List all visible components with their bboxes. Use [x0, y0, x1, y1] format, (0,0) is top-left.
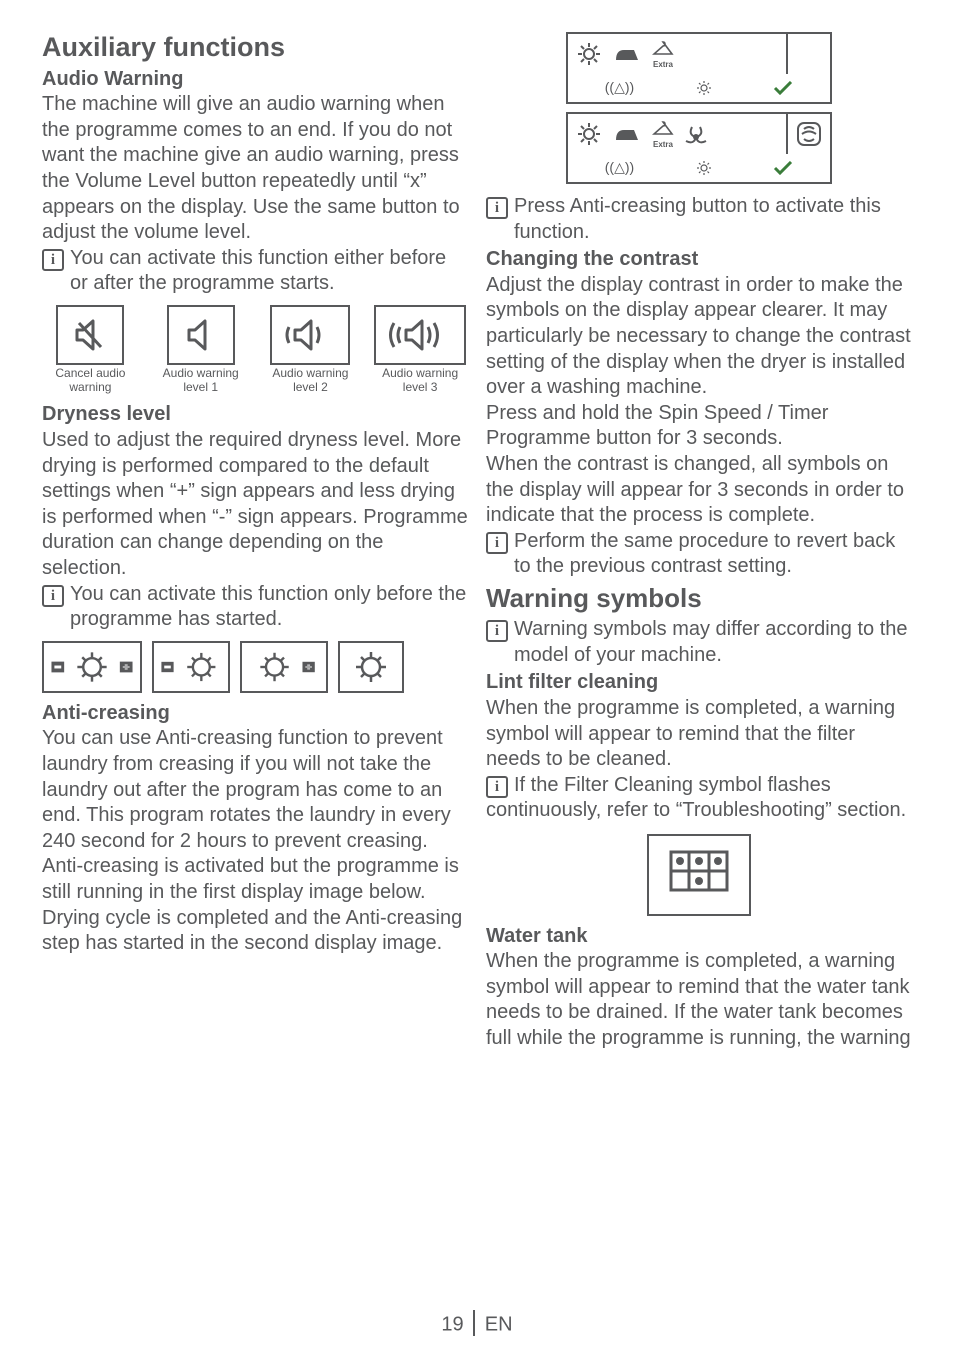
warning-symbols-heading: Warning symbols [486, 582, 912, 615]
iron-icon [612, 124, 642, 144]
extra-label: Extra [652, 141, 674, 149]
audio-level-icons: Cancel audio warning Audio warning level… [42, 305, 468, 395]
contrast-heading: Changing the contrast [486, 247, 912, 273]
dryness-minus-icon [152, 641, 230, 693]
cancel-audio-icon [56, 305, 124, 365]
audio-warning-note: You can activate this function either be… [70, 246, 468, 297]
extra-label: Extra [652, 61, 674, 69]
page-footer: 19 EN [0, 1312, 954, 1338]
contrast-note: Perform the same procedure to revert bac… [514, 529, 912, 580]
warning-symbols-note: Warning symbols may differ according to … [514, 617, 912, 668]
lint-filter-symbol [647, 834, 751, 916]
lint-heading: Lint filter cleaning [486, 670, 912, 696]
dryness-note: You can activate this function only befo… [70, 582, 468, 633]
hanger-icon [652, 119, 674, 137]
contrast-text-3: When the contrast is changed, all symbol… [486, 452, 912, 529]
audio-level3-icon [374, 305, 466, 365]
display-panels: Extra ((△)) [486, 32, 912, 184]
fan-icon [684, 121, 708, 147]
audio-level1-icon [167, 305, 235, 365]
info-icon: i [486, 776, 508, 798]
dryness-icons [42, 641, 468, 693]
anticreasing-heading: Anti-creasing [42, 701, 468, 727]
buzzer-small-icon: ((△)) [605, 79, 634, 97]
audio-warning-heading: Audio Warning [42, 67, 468, 93]
dryness-text: Used to adjust the required dryness leve… [42, 428, 468, 582]
lint-text: When the programme is completed, a warni… [486, 696, 912, 773]
anticreasing-text: You can use Anti-creasing function to pr… [42, 726, 468, 956]
display-panel-done: Extra ((△)) [566, 112, 832, 184]
sun-small-icon [696, 80, 712, 96]
audio-warning-text: The machine will give an audio warning w… [42, 92, 468, 246]
dryness-plus-icon [240, 641, 328, 693]
cancel-audio-label: Cancel audio warning [42, 367, 139, 395]
info-icon: i [42, 249, 64, 271]
info-icon: i [486, 197, 508, 219]
aux-functions-heading: Auxiliary functions [42, 30, 468, 65]
page-number: 19 [441, 1313, 463, 1335]
check-icon [773, 81, 793, 95]
lint-note: If the Filter Cleaning symbol flashes co… [486, 774, 906, 822]
display-panel-running: Extra ((△)) [566, 32, 832, 104]
sun-small-icon [696, 160, 712, 176]
audio-level1-label: Audio warning level 1 [153, 367, 249, 395]
info-icon: i [42, 585, 64, 607]
page-lang: EN [485, 1313, 513, 1335]
hanger-icon [652, 39, 674, 57]
info-icon: i [486, 532, 508, 554]
check-icon [773, 161, 793, 175]
audio-level3-label: Audio warning level 3 [372, 367, 468, 395]
dryness-default-icon [338, 641, 404, 693]
info-icon: i [486, 620, 508, 642]
anticreasing-note: Press Anti-creasing button to activate t… [514, 194, 912, 245]
contrast-text-1: Adjust the display contrast in order to … [486, 273, 912, 401]
sun-icon [576, 41, 602, 67]
water-tank-text: When the programme is completed, a warni… [486, 949, 912, 1051]
water-tank-heading: Water tank [486, 924, 912, 950]
audio-level2-icon [270, 305, 350, 365]
dryness-minus-plus-icon [42, 641, 142, 693]
audio-level2-label: Audio warning level 2 [263, 367, 359, 395]
anticrease-icon [794, 119, 824, 149]
iron-icon [612, 44, 642, 64]
sun-icon [576, 121, 602, 147]
buzzer-small-icon: ((△)) [605, 159, 634, 177]
contrast-text-2: Press and hold the Spin Speed / Timer Pr… [486, 401, 912, 452]
dryness-heading: Dryness level [42, 402, 468, 428]
